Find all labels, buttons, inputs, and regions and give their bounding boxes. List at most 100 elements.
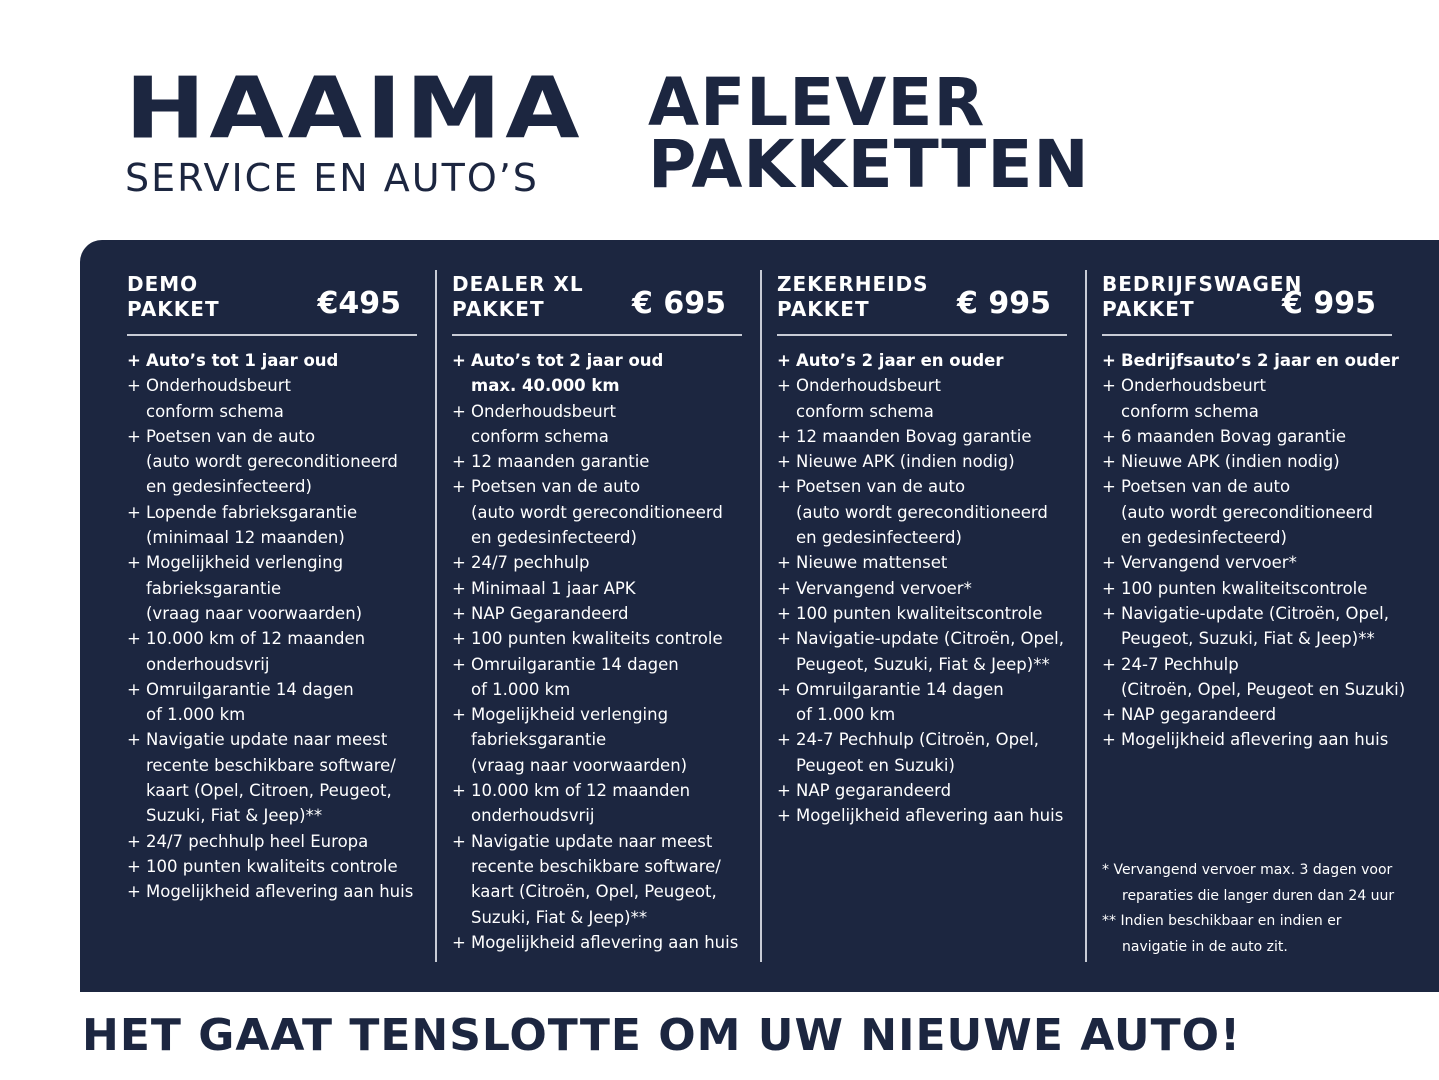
package-title-line2: PAKKET: [1102, 297, 1195, 321]
package-column: DEALER XL PAKKET € 695 Auto’s tot 2 jaar…: [452, 270, 742, 955]
feature-item: 24/7 pechhulp: [452, 550, 742, 576]
feature-item: Poetsen van de auto(auto wordt gerecondi…: [452, 474, 742, 550]
package-title-line1: DEMO: [127, 272, 199, 296]
feature-line: (auto wordt gereconditioneerd: [471, 502, 723, 522]
feature-line: en gedesinfecteerd): [1121, 528, 1287, 548]
feature-line: fabrieksgarantie: [146, 578, 282, 598]
feature-item: Lopende fabrieksgarantie(minimaal 12 maa…: [127, 500, 417, 551]
feature-line: Nieuwe mattenset: [777, 550, 1067, 576]
feature-line: Poetsen van de auto: [777, 474, 1067, 500]
feature-line: recente beschikbare software/: [146, 755, 396, 775]
footnote-2: ** Indien beschikbaar en indien er: [1102, 913, 1342, 929]
feature-line: onderhoudsvrij: [471, 806, 595, 826]
feature-line: (auto wordt gereconditioneerd: [146, 452, 398, 472]
feature-item: Auto’s 2 jaar en ouder: [777, 348, 1067, 374]
feature-line: 24-7 Pechhulp: [1102, 652, 1392, 678]
feature-line: Navigatie-update (Citroën, Opel,: [777, 626, 1067, 652]
feature-item: Poetsen van de auto(auto wordt gerecondi…: [127, 424, 417, 500]
feature-line: (vraag naar voorwaarden): [471, 755, 688, 775]
feature-item: Nieuwe APK (indien nodig): [1102, 449, 1392, 475]
packages-panel: DEMO PAKKET €495 Auto’s tot 1 jaar oud On…: [80, 240, 1439, 992]
feature-line: 24/7 pechhulp: [452, 550, 742, 576]
feature-item: 24-7 Pechhulp (Citroën, Opel,Peugeot en …: [777, 727, 1067, 778]
feature-item: Mogelijkheid aflevering aan huis: [452, 930, 742, 956]
feature-line: Minimaal 1 jaar APK: [452, 576, 742, 602]
feature-item: 100 punten kwaliteits controle: [452, 626, 742, 652]
slogan: HET GAAT TENSLOTTE OM UW NIEUWE AUTO!: [82, 1010, 1242, 1061]
package-title-line1: DEALER XL: [452, 272, 584, 296]
feature-line: Mogelijkheid aflevering aan huis: [452, 930, 742, 956]
feature-line: (vraag naar voorwaarden): [146, 603, 363, 623]
feature-line: Nieuwe APK (indien nodig): [1102, 449, 1392, 475]
feature-line: 24/7 pechhulp heel Europa: [127, 829, 417, 855]
feature-line: NAP Gegarandeerd: [452, 601, 742, 627]
package-price: €495: [317, 286, 402, 321]
package-features: Bedrijfsauto’s 2 jaar en ouderOnderhouds…: [1102, 348, 1405, 753]
feature-item: 100 punten kwaliteits controle: [127, 854, 417, 880]
feature-line: Mogelijkheid aflevering aan huis: [1102, 727, 1392, 753]
feature-line: of 1.000 km: [796, 705, 896, 725]
package-column: BEDRIJFSWAGEN PAKKET € 995 Bedrijfsauto’…: [1102, 270, 1405, 955]
feature-line: Omruilgarantie 14 dagen: [127, 677, 417, 703]
feature-item: Vervangend vervoer*: [777, 576, 1067, 602]
package-title-line2: PAKKET: [452, 297, 545, 321]
feature-item: Nieuwe mattenset: [777, 550, 1067, 576]
feature-line: Auto’s tot 2 jaar oud: [452, 348, 742, 374]
package-header: DEMO PAKKET €495: [127, 270, 417, 336]
footnote-2-cont: navigatie in de auto zit.: [1122, 938, 1288, 955]
feature-line: 12 maanden garantie: [452, 449, 742, 475]
feature-line: en gedesinfecteerd): [796, 528, 962, 548]
feature-line: Navigatie-update (Citroën, Opel,: [1102, 601, 1392, 627]
feature-line: NAP gegarandeerd: [1102, 702, 1392, 728]
footnote-1-cont: reparaties die langer duren dan 24 uur: [1122, 887, 1395, 904]
footnote-1: * Vervangend vervoer max. 3 dagen voor: [1102, 862, 1393, 878]
package-title-line2: PAKKET: [127, 297, 220, 321]
brand-subtitle: SERVICE EN AUTO’S: [125, 156, 539, 200]
feature-line: fabrieksgarantie: [471, 730, 607, 750]
feature-item: Auto’s tot 1 jaar oud: [127, 348, 417, 374]
feature-line: Vervangend vervoer*: [1102, 550, 1392, 576]
feature-line: Poetsen van de auto: [127, 424, 417, 450]
page-title-line2: PAKKETTEN: [648, 126, 1090, 203]
feature-line: Navigatie update naar meest: [452, 829, 742, 855]
package-title: DEALER XL PAKKET: [452, 270, 742, 322]
feature-item: Mogelijkheid aflevering aan huis: [127, 879, 417, 905]
package-header: BEDRIJFSWAGEN PAKKET € 995: [1102, 270, 1392, 336]
feature-line: Peugeot, Suzuki, Fiat & Jeep)**: [796, 654, 1050, 674]
feature-line: Mogelijkheid aflevering aan huis: [127, 879, 417, 905]
page-title: AFLEVER PAKKETTEN: [648, 70, 1090, 203]
feature-line: Omruilgarantie 14 dagen: [777, 677, 1067, 703]
feature-line: Peugeot en Suzuki): [796, 755, 955, 775]
feature-item: Poetsen van de auto(auto wordt gerecondi…: [777, 474, 1067, 550]
feature-line: 10.000 km of 12 maanden: [452, 778, 742, 804]
feature-line: conform schema: [146, 401, 284, 421]
package-price: € 695: [632, 286, 726, 321]
feature-line: Suzuki, Fiat & Jeep)**: [146, 806, 323, 826]
feature-line: 24-7 Pechhulp (Citroën, Opel,: [777, 727, 1067, 753]
feature-line: 100 punten kwaliteitscontrole: [1102, 576, 1392, 602]
feature-item: 6 maanden Bovag garantie: [1102, 424, 1392, 450]
package-header: ZEKERHEIDS PAKKET € 995: [777, 270, 1067, 336]
package-title-line1: BEDRIJFSWAGEN: [1102, 272, 1303, 296]
feature-line: onderhoudsvrij: [146, 654, 270, 674]
feature-item: Bedrijfsauto’s 2 jaar en ouder: [1102, 348, 1399, 374]
feature-item: NAP gegarandeerd: [777, 778, 1067, 804]
package-header: DEALER XL PAKKET € 695: [452, 270, 742, 336]
feature-line: 12 maanden Bovag garantie: [777, 424, 1067, 450]
feature-line: (auto wordt gereconditioneerd: [796, 502, 1048, 522]
feature-item: Poetsen van de auto(auto wordt gerecondi…: [1102, 474, 1392, 550]
package-price: € 995: [1282, 286, 1376, 321]
feature-line: 100 punten kwaliteits controle: [127, 854, 417, 880]
package-title-line2: PAKKET: [777, 297, 870, 321]
feature-item: 24/7 pechhulp heel Europa: [127, 829, 417, 855]
feature-line: Onderhoudsbeurt: [777, 373, 1067, 399]
